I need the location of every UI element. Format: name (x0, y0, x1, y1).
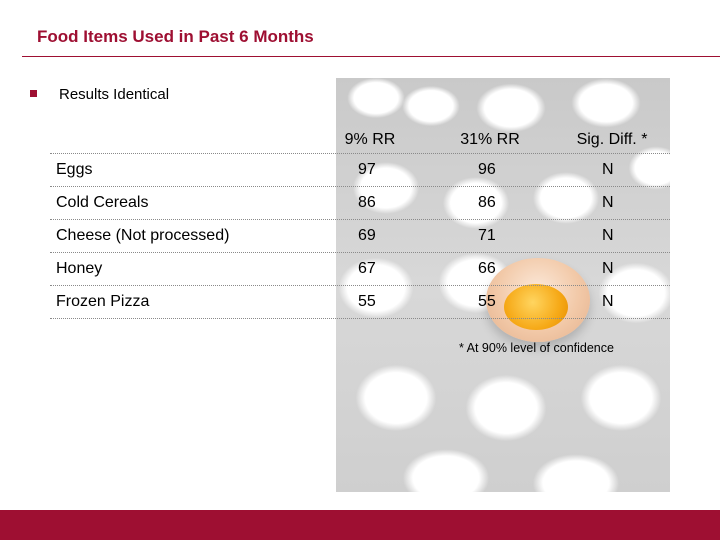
value-sig-diff: N (602, 194, 614, 211)
value-31-rr: 66 (478, 260, 496, 277)
table-row: Eggs 97 96 N (50, 154, 670, 187)
value-9-rr: 69 (358, 227, 376, 244)
table-row: Cheese (Not processed) 69 71 N (50, 220, 670, 253)
row-label: Cold Cereals (56, 194, 149, 211)
value-9-rr: 86 (358, 194, 376, 211)
bullet-text: Results Identical (59, 86, 170, 103)
value-sig-diff: N (602, 161, 614, 178)
footer-bar (0, 510, 720, 540)
slide-title: Food Items Used in Past 6 Months (37, 27, 314, 46)
value-9-rr: 67 (358, 260, 376, 277)
row-label: Cheese (Not processed) (56, 227, 230, 244)
header-9-rr: 9% RR (344, 130, 396, 148)
bullet-item: Results Identical (30, 86, 169, 103)
row-label: Frozen Pizza (56, 293, 150, 310)
value-sig-diff: N (602, 260, 614, 277)
value-31-rr: 96 (478, 161, 496, 178)
table-row: Cold Cereals 86 86 N (50, 187, 670, 220)
footnote: * At 90% level of confidence (459, 341, 614, 355)
value-sig-diff: N (602, 227, 614, 244)
egg-yolk (504, 284, 568, 330)
square-bullet-icon (30, 90, 37, 97)
table-row: Frozen Pizza 55 55 N (50, 286, 670, 319)
value-9-rr: 55 (358, 293, 376, 310)
value-31-rr: 55 (478, 293, 496, 310)
value-31-rr: 86 (478, 194, 496, 211)
value-sig-diff: N (602, 293, 614, 310)
value-9-rr: 97 (358, 161, 376, 178)
header-31-rr: 31% RR (460, 130, 520, 148)
table-row: Honey 67 66 N (50, 253, 670, 286)
table-header-row: 9% RR 31% RR Sig. Diff. * (50, 126, 670, 154)
header-sig-diff: Sig. Diff. * (576, 130, 648, 148)
value-31-rr: 71 (478, 227, 496, 244)
row-label: Eggs (56, 161, 93, 178)
title-divider (22, 56, 720, 57)
row-label: Honey (56, 260, 103, 277)
results-table: 9% RR 31% RR Sig. Diff. * Eggs 97 96 N C… (50, 126, 670, 319)
